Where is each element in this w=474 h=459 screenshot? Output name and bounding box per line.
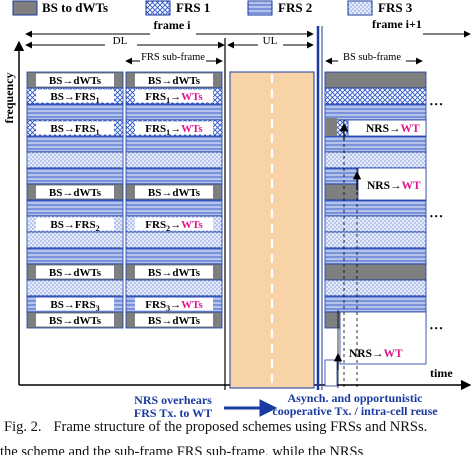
dl-a-label-15: BS→dWTs [49,315,102,327]
legend-swatch-bs [12,0,38,16]
dl-block-a-4 [26,135,124,153]
dl-block-b-6 [125,167,223,185]
dl-b-label-1: FRS1→WTs [145,91,203,105]
legend-label-bs: BS to dWTs [42,0,108,15]
dl-a-label-box-12 [36,265,114,279]
figure-caption: Fig. 2. Frame structure of the proposed s… [0,419,474,436]
nrs-window-2 [357,167,427,201]
next-block-14 [324,295,427,313]
nrs-dark-bar-1 [325,118,337,136]
frame-next-label: frame i+1 [372,17,422,31]
dl-block-a-10 [26,231,124,249]
next-block-1 [324,87,427,105]
dl-block-a-2 [26,103,124,121]
dl-b-label-box-0 [135,73,213,87]
dl-b-label-box-14 [135,297,213,311]
bs-subframe-label: BS sub-frame [343,52,401,63]
dl-b-label-12: BS→dWTs [148,267,201,279]
legend-swatch-frs2 [247,0,273,16]
caption-label: Fig. 2. [4,419,42,435]
next-block-13 [324,279,427,297]
dl-block-b-10 [125,231,223,249]
caption-text: Frame structure of the proposed schemes … [53,419,428,435]
legend-swatch-frs1 [145,0,171,16]
dl-block-b-4 [125,135,223,153]
dl-b-label-0: BS→dWTs [148,75,201,87]
next-block-10 [324,231,427,249]
frs-subframe-label: FRS sub-frame [141,52,205,63]
dl-block-b-13 [125,279,223,297]
dl-b-label-box-7 [135,185,213,199]
dl-a-label-box-7 [36,185,114,199]
frame-i-label: frame i [154,18,192,32]
dl-a-label-1: BS→FRS1 [50,91,99,105]
legend-label-frs2: FRS 2 [278,0,312,15]
dl-block-a-5 [26,151,124,169]
dl-a-label-12: BS→dWTs [49,267,102,279]
dl-a-label-0: BS→dWTs [49,75,102,87]
dl-block-a-13 [26,279,124,297]
legend-swatch-frs3 [347,0,373,16]
dl-a-label-14: BS→FRS3 [50,299,99,313]
time-axis-label: time [430,366,453,380]
ellipsis-row-7: • • • [430,212,443,221]
next-block-8 [324,199,427,217]
legend-label-frs1: FRS 1 [176,0,210,15]
nrs-label-2: NRS→WT [367,180,421,192]
dl-b-label-box-9 [135,217,213,231]
dl-b-label-box-12 [135,265,213,279]
dl-block-b-2 [125,103,223,121]
nrs-start-box [324,359,338,387]
dl-block-b-8 [125,199,223,217]
nrs-window-3 [339,311,427,365]
dl-block-a-11 [26,247,124,265]
dl-b-label-3: FRS1→WTs [145,123,203,137]
next-block-9 [324,215,427,233]
legend-label-frs3: FRS 3 [378,0,413,15]
ellipsis-row-14: • • • [430,324,443,333]
dl-a-label-box-0 [36,73,114,87]
next-block-2 [324,103,427,121]
dl-a-label-box-15 [36,313,114,327]
next-block-0 [324,71,427,89]
dl-label: DL [113,35,128,47]
dl-b-label-box-15 [135,313,213,327]
next-block-4 [324,135,427,153]
dl-a-label-box-3 [36,121,114,135]
dl-b-label-7: BS→dWTs [148,187,201,199]
dl-b-label-14: FRS3→WTs [145,299,203,313]
next-frame-grid [324,71,427,387]
dl-a-label-box-1 [36,89,114,103]
dl-block-a-8 [26,199,124,217]
ellipsis-row-2: • • • [430,100,443,109]
next-block-12 [324,263,427,281]
frequency-axis-label: frequency [2,72,16,123]
dl-block-a-6 [26,167,124,185]
note-nrs-overhears: NRS overhears [134,393,212,407]
next-block-5 [324,151,427,169]
dl-block-b-11 [125,247,223,265]
note-async: Asynch. and opportunistic [287,391,423,405]
legend: BS to dWTs FRS 1 FRS 2 FRS 3 [12,0,413,16]
note-frs-tx: FRS Tx. to WT [134,406,212,420]
dl-b-label-9: FRS2→WTs [145,219,203,233]
ul-label: UL [263,35,278,47]
next-block-11 [324,247,427,265]
trailing-body-text: the scheme and the sub-frame FRS sub-fra… [0,446,364,459]
dl-a-label-box-14 [36,297,114,311]
dl-b-label-15: BS→dWTs [148,315,201,327]
dl-grid: BS→dWTs BS→dWTs BS→FRS1 FRS1→WTs BS→FRS1 FRS1… [26,71,223,329]
nrs-label-1: NRS→WT [366,123,420,135]
dl-block-b-5 [125,151,223,169]
dl-b-label-box-1 [135,89,213,103]
dl-a-label-9: BS→FRS2 [50,219,99,233]
nrs-label-3: NRS→WT [349,348,403,360]
note-cooperative: cooperative Tx. / intra-cell reuse [272,404,438,418]
dl-a-label-box-9 [36,217,114,231]
dl-a-label-7: BS→dWTs [49,187,102,199]
dl-b-label-box-3 [135,121,213,135]
dl-a-label-3: BS→FRS1 [50,123,99,137]
